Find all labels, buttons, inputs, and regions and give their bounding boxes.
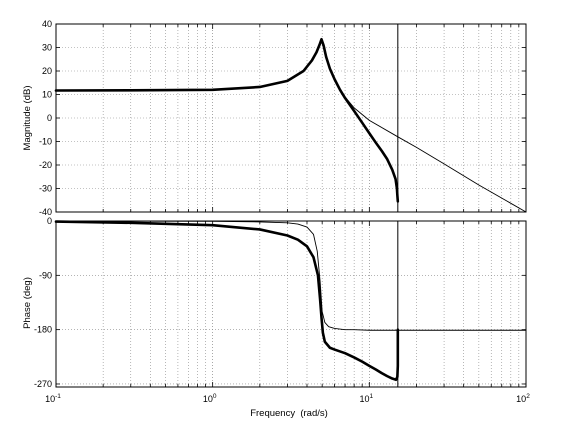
frequency-axis-label: Frequency (rad/s): [250, 408, 328, 419]
phase-axis-label: Phase (deg): [22, 277, 33, 329]
magnitude-thick-series-line: [54, 37, 400, 203]
phase-ytick-label: -90: [39, 270, 52, 280]
magnitude-thin-series-line: [55, 38, 527, 213]
magnitude-axis-label: Magnitude (dB): [22, 86, 33, 151]
magnitude-ytick-label: -40: [39, 207, 52, 217]
magnitude-ytick-label: -30: [39, 184, 52, 194]
phase-tick-marks: [55, 220, 527, 387]
magnitude-ytick-label: -10: [39, 137, 52, 147]
phase-thin-series-line: [55, 220, 527, 331]
magnitude-panel: -40 -30 -20 -10 0 10 20 30 40: [39, 19, 527, 217]
phase-ytick-label: 0: [47, 216, 52, 226]
frequency-tick-label: 10-1: [45, 393, 61, 404]
phase-axes-frame: [55, 220, 527, 388]
magnitude-ytick-label: 20: [42, 66, 52, 76]
magnitude-ytick-label: 40: [42, 19, 52, 29]
magnitude-ytick-label: -20: [39, 160, 52, 170]
magnitude-ytick-label: 0: [47, 113, 52, 123]
phase-panel: 0 -90 -180 -270: [34, 216, 527, 389]
magnitude-gridlines: [56, 24, 526, 212]
phase-thick-series-line: [54, 220, 400, 382]
frequency-tick-label: 100: [203, 393, 217, 404]
phase-ytick-label: -270: [34, 379, 52, 389]
magnitude-axes-frame: [55, 23, 527, 213]
phase-ytick-label: -180: [34, 325, 52, 335]
phase-gridlines: [56, 221, 526, 387]
frequency-tick-labels: 10-1 100 101 102: [45, 393, 530, 404]
magnitude-ytick-label: 30: [42, 43, 52, 53]
frequency-tick-label: 101: [360, 393, 374, 404]
magnitude-ytick-label: 10: [42, 90, 52, 100]
frequency-tick-label: 102: [516, 393, 530, 404]
